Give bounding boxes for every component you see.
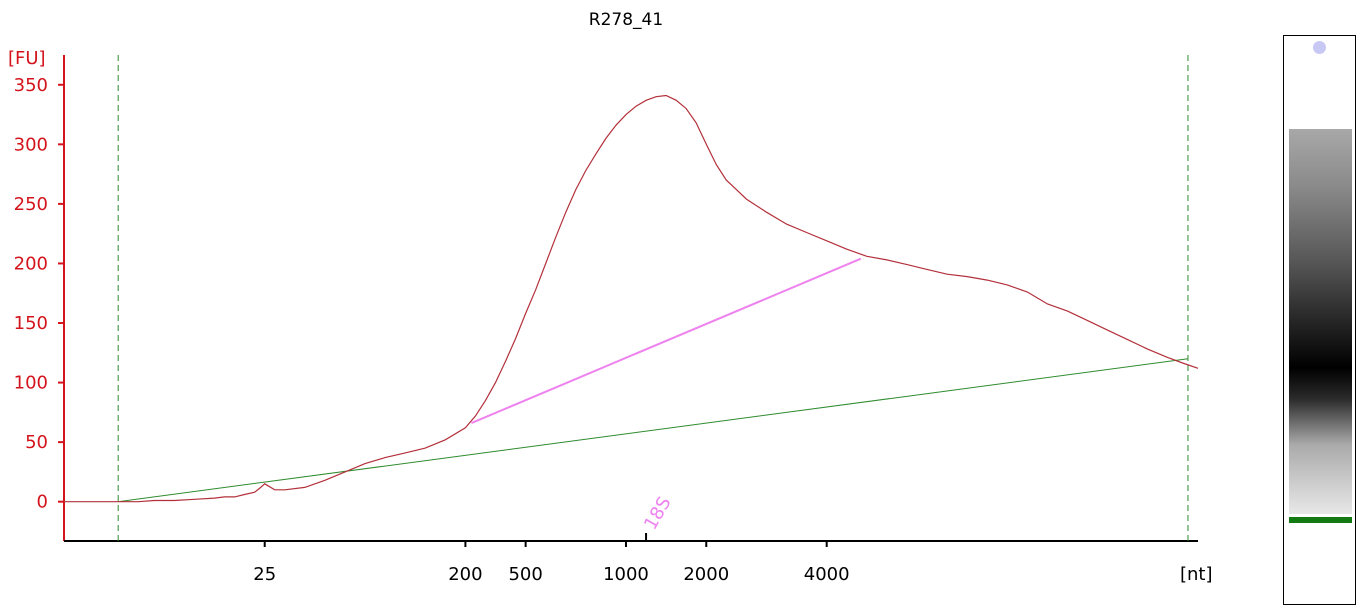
y-tick-label: 200	[14, 253, 48, 274]
y-tick-label: 100	[14, 373, 48, 394]
smear-region-line	[471, 257, 862, 424]
x-tick-label: 200	[448, 564, 482, 585]
y-tick-label: 150	[14, 313, 48, 334]
x-tick-label: 1000	[603, 564, 649, 585]
electropherogram-chart: R278_41 [FU] [nt] 050100150200250300350 …	[8, 10, 1213, 585]
gel-smear-band	[1289, 129, 1352, 514]
x-axis-unit-label: [nt]	[1180, 564, 1213, 585]
gel-lane-image	[1283, 35, 1356, 605]
y-tick-label: 250	[14, 194, 48, 215]
y-tick-label: 0	[37, 492, 48, 513]
x-tick-label: 25	[253, 564, 276, 585]
gel-lower-marker-band	[1289, 517, 1352, 523]
y-tick-label: 350	[14, 75, 48, 96]
y-tick-label: 300	[14, 134, 48, 155]
x-tick-label: 2000	[683, 564, 729, 585]
marker-label-18s: 18S	[640, 493, 675, 533]
fluorescence-trace	[64, 94, 1199, 503]
baseline-line	[118, 358, 1189, 503]
x-tick-label: 500	[508, 564, 542, 585]
gel-dot	[1313, 41, 1326, 54]
x-tick-label: 4000	[804, 564, 850, 585]
y-axis-unit-label: [FU]	[8, 48, 46, 69]
y-tick-label: 50	[25, 432, 48, 453]
chart-title: R278_41	[589, 10, 663, 30]
